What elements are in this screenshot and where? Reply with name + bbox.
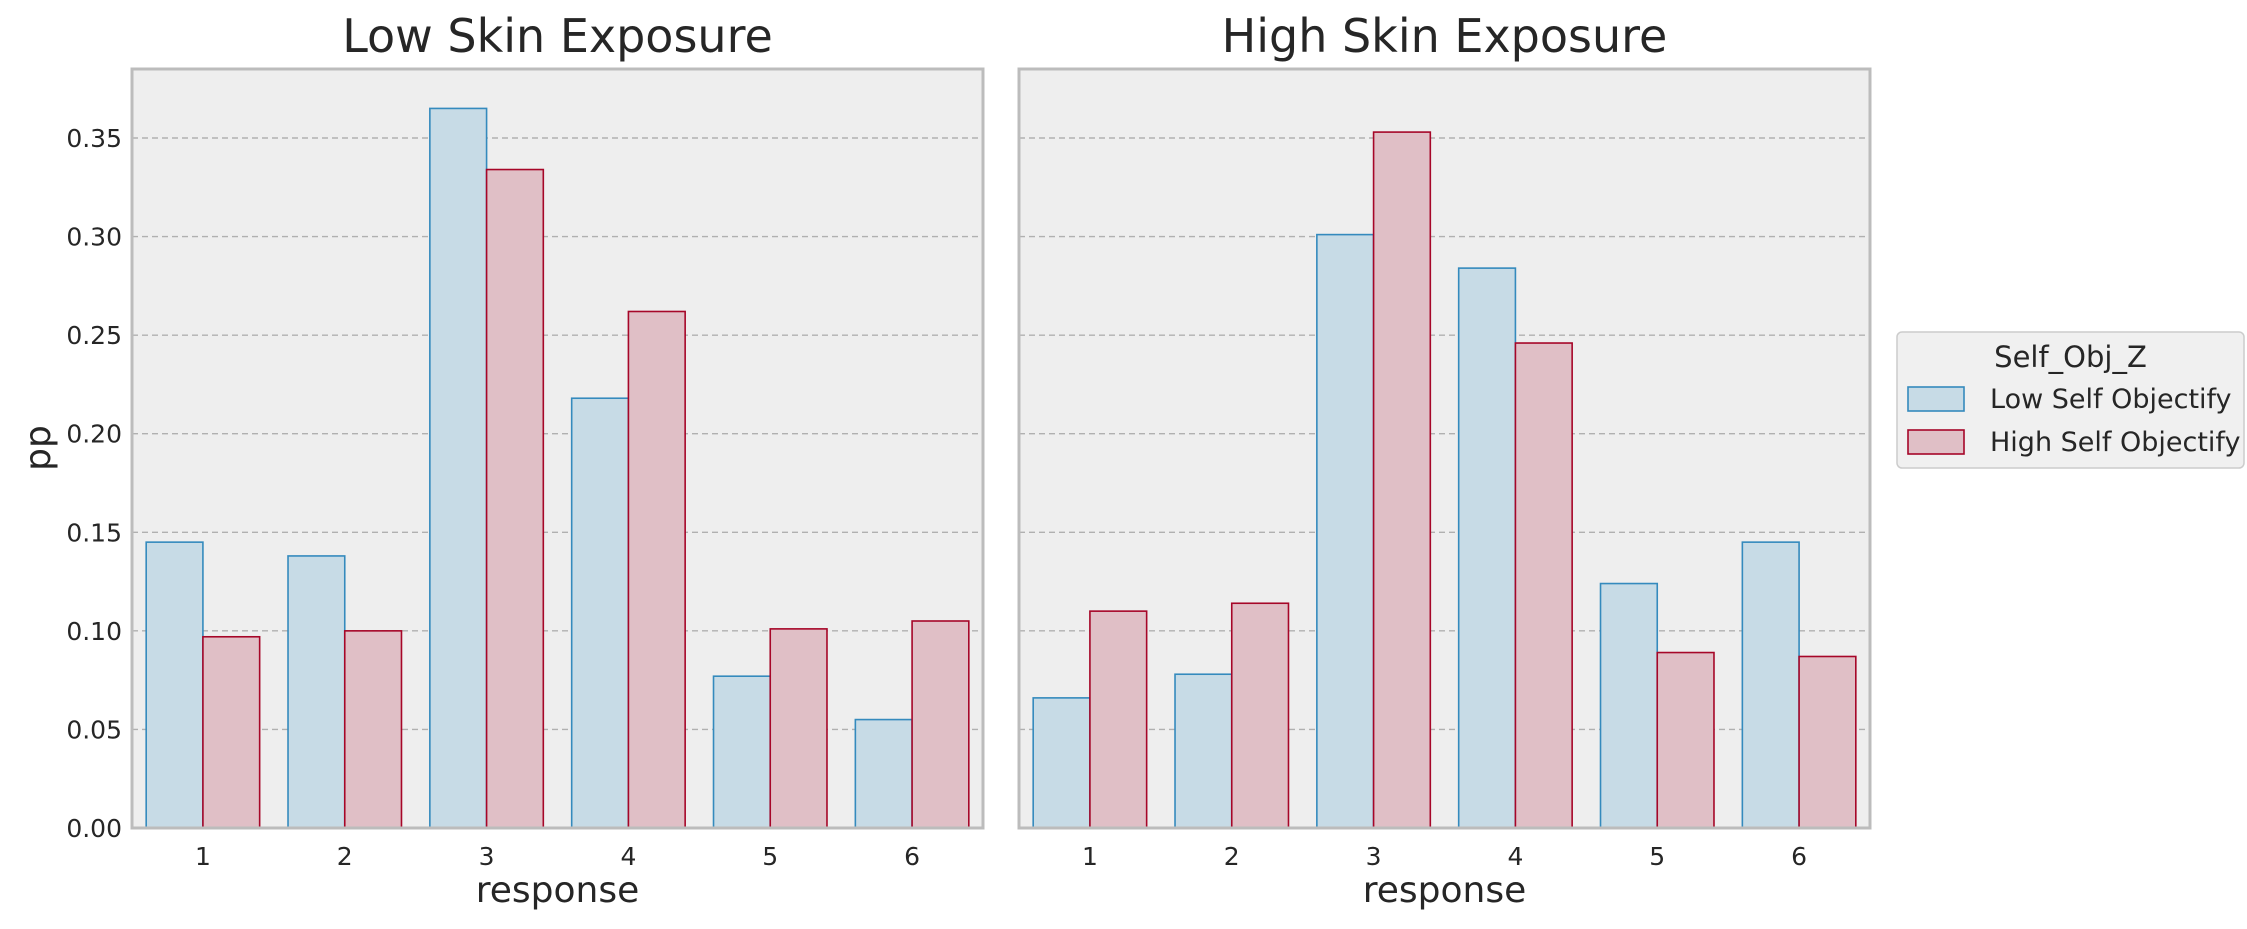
legend: Self_Obj_Z Low Self Objectify High Self Ob… bbox=[1896, 331, 2245, 469]
bar-low-self-objectify-1 bbox=[145, 541, 204, 829]
x-tick-label: 2 bbox=[1224, 842, 1240, 871]
x-axis-label: response bbox=[1363, 870, 1527, 911]
y-tick-label: 0.20 bbox=[66, 420, 122, 449]
y-tick-label: 0.00 bbox=[66, 814, 122, 843]
bar-high-self-objectify-5 bbox=[769, 628, 828, 829]
bar-low-self-objectify-6 bbox=[854, 718, 913, 829]
bar-high-self-objectify-4 bbox=[1514, 342, 1573, 829]
legend-title: Self_Obj_Z bbox=[1994, 340, 2147, 374]
plot-area-background bbox=[1019, 69, 1870, 828]
y-axis-label: pp bbox=[18, 425, 59, 471]
x-tick-label: 6 bbox=[904, 842, 920, 871]
bar-low-self-objectify-2 bbox=[1174, 673, 1233, 829]
y-tick-label: 0.30 bbox=[66, 223, 122, 252]
panel-title: Low Skin Exposure bbox=[342, 9, 773, 63]
legend-swatch-low bbox=[1907, 386, 1965, 412]
panel-title: High Skin Exposure bbox=[1222, 9, 1668, 63]
legend-label-low: Low Self Objectify bbox=[1990, 384, 2232, 415]
y-tick-label: 0.10 bbox=[66, 617, 122, 646]
bar-high-self-objectify-1 bbox=[1089, 610, 1148, 829]
bar-low-self-objectify-2 bbox=[287, 555, 346, 829]
y-tick-label: 0.05 bbox=[66, 715, 122, 744]
bar-low-self-objectify-3 bbox=[1316, 233, 1375, 829]
x-tick-label: 4 bbox=[620, 842, 636, 871]
plot-frame bbox=[130, 67, 985, 830]
y-tick-label: 0.35 bbox=[66, 124, 122, 153]
x-tick-label: 3 bbox=[1366, 842, 1382, 871]
bar-high-self-objectify-5 bbox=[1656, 651, 1715, 829]
plot-frame bbox=[1017, 67, 1872, 830]
x-tick-label: 1 bbox=[1082, 842, 1098, 871]
bar-high-self-objectify-3 bbox=[1372, 131, 1432, 829]
x-tick-label: 3 bbox=[479, 842, 495, 871]
legend-swatch-high bbox=[1907, 429, 1965, 455]
bar-high-self-objectify-2 bbox=[343, 630, 403, 829]
x-tick-label: 1 bbox=[195, 842, 211, 871]
bar-high-self-objectify-6 bbox=[1798, 655, 1857, 829]
bar-low-self-objectify-3 bbox=[429, 107, 488, 829]
bar-low-self-objectify-1 bbox=[1032, 697, 1091, 829]
bar-high-self-objectify-3 bbox=[485, 168, 545, 829]
panel-low-skin-exposure: 0.00 0.05 0.10 0.15 0.20 0.25 0.30 0.35 1 2 3 4 5 6 Lo… bbox=[66, 9, 985, 911]
y-tick-label: 0.25 bbox=[66, 321, 122, 350]
bar-high-self-objectify-1 bbox=[202, 635, 261, 829]
legend-box bbox=[1896, 331, 2245, 469]
x-tick-label: 5 bbox=[1649, 842, 1665, 871]
bar-high-self-objectify-4 bbox=[627, 310, 686, 829]
x-tick-label: 2 bbox=[337, 842, 353, 871]
x-axis-label: response bbox=[476, 870, 640, 911]
bar-low-self-objectify-6 bbox=[1741, 541, 1800, 829]
bar-low-self-objectify-4 bbox=[570, 397, 630, 829]
plot-area-background bbox=[132, 69, 983, 828]
bar-low-self-objectify-4 bbox=[1457, 267, 1517, 829]
x-tick-label: 5 bbox=[762, 842, 778, 871]
x-tick-label: 6 bbox=[1791, 842, 1807, 871]
bar-high-self-objectify-6 bbox=[911, 620, 970, 829]
bar-low-self-objectify-5 bbox=[712, 675, 772, 829]
x-tick-label: 4 bbox=[1507, 842, 1523, 871]
legend-label-high: High Self Objectify bbox=[1990, 427, 2240, 458]
y-tick-label: 0.15 bbox=[66, 518, 122, 547]
bar-high-self-objectify-2 bbox=[1230, 602, 1290, 829]
bar-low-self-objectify-5 bbox=[1599, 582, 1659, 829]
panel-high-skin-exposure: 1 2 3 4 5 6 High Skin Exposure response bbox=[1017, 9, 1872, 911]
